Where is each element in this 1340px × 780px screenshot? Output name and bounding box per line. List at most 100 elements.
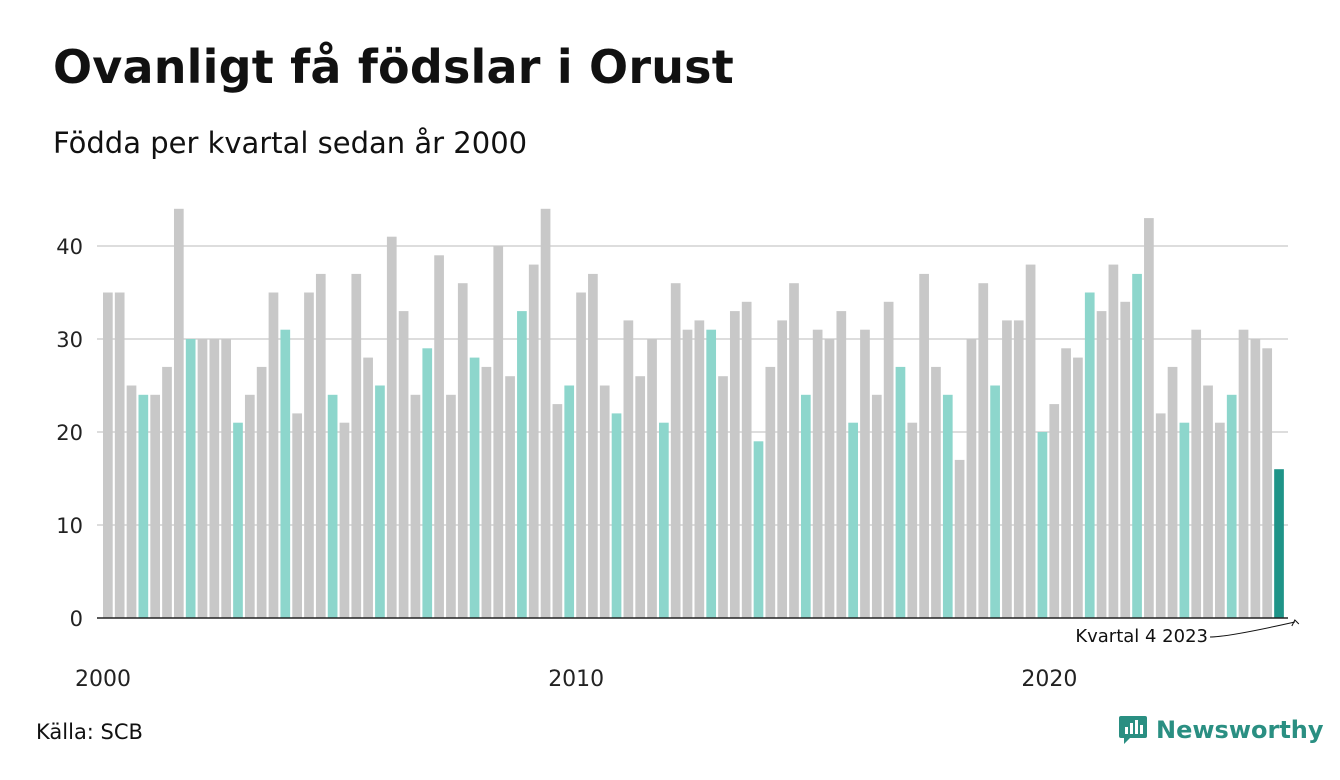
- bar: [907, 422, 918, 618]
- y-tick-label: 0: [70, 607, 83, 631]
- bar: [836, 311, 847, 618]
- bar: [1108, 264, 1119, 618]
- bar: [327, 394, 338, 618]
- bar: [1215, 422, 1225, 618]
- bar: [588, 273, 598, 618]
- bar: [150, 394, 161, 618]
- annotation-arrowhead: [1291, 619, 1300, 627]
- bar: [386, 236, 397, 618]
- bar: [1002, 320, 1012, 618]
- bar: [233, 422, 243, 618]
- bar: [457, 283, 468, 618]
- bar: [576, 292, 586, 618]
- axes: 0 10 20 30 40 2000 2010 2020: [56, 235, 1288, 692]
- x-tick-label: 2000: [75, 667, 131, 692]
- y-tick-label: 20: [56, 421, 83, 445]
- bar: [244, 394, 255, 618]
- bar: [564, 385, 575, 618]
- bar: [126, 385, 137, 618]
- bar: [1250, 339, 1261, 618]
- bar: [221, 339, 231, 618]
- annotation-label: Kvartal 4 2023: [1075, 626, 1208, 647]
- bar: [1262, 348, 1273, 618]
- bar: [446, 394, 456, 618]
- bar: [741, 301, 752, 618]
- bar: [1274, 469, 1284, 618]
- bar: [895, 366, 906, 618]
- bar: [1132, 273, 1142, 618]
- bar: [1037, 432, 1048, 618]
- bar: [528, 264, 539, 618]
- bar-chart: 0 10 20 30 40 2000 2010 2020 Kvartal 4 2023: [56, 208, 1300, 692]
- bar: [729, 311, 740, 618]
- brand-logo: Newsworthy: [1118, 714, 1324, 746]
- bar: [375, 385, 385, 618]
- brand-name: Newsworthy: [1156, 716, 1324, 744]
- bar: [670, 283, 681, 618]
- source-note: Källa: SCB: [36, 720, 143, 744]
- bar: [824, 339, 835, 618]
- bar: [517, 311, 527, 618]
- bar: [1191, 329, 1202, 618]
- bar: [410, 394, 421, 618]
- bar: [1084, 292, 1095, 618]
- bar: [978, 283, 989, 618]
- y-tick-label: 40: [56, 235, 83, 259]
- bar: [1049, 404, 1060, 618]
- bar: [315, 273, 326, 618]
- bar: [942, 394, 953, 618]
- annotation-arrow: [1209, 621, 1295, 638]
- bar: [505, 376, 515, 618]
- bar: [800, 394, 811, 618]
- bar: [197, 339, 208, 618]
- bar: [611, 413, 622, 618]
- bar: [990, 385, 1000, 618]
- bar: [635, 376, 646, 618]
- bar: [114, 292, 125, 618]
- bar: [599, 385, 610, 618]
- bar: [1179, 422, 1190, 618]
- bar: [173, 208, 184, 619]
- bar: [765, 366, 776, 618]
- y-tick-label: 10: [56, 514, 83, 538]
- bar: [812, 329, 823, 618]
- newsworthy-logo-icon: [1119, 716, 1147, 744]
- bar: [292, 413, 302, 618]
- bar: [931, 366, 941, 618]
- bar: [1203, 385, 1213, 618]
- bar: [1013, 320, 1024, 618]
- bar: [860, 329, 870, 618]
- bar: [682, 329, 693, 618]
- bar: [966, 339, 977, 618]
- bar: [871, 394, 882, 618]
- bar: [1120, 301, 1131, 618]
- bar: [789, 283, 799, 618]
- bar: [256, 366, 267, 618]
- bar: [185, 339, 196, 618]
- bar: [540, 208, 551, 619]
- bar: [919, 273, 929, 618]
- x-tick-label: 2010: [548, 667, 604, 692]
- bar: [659, 422, 669, 618]
- bar: [954, 459, 965, 618]
- bar: [103, 292, 113, 618]
- bar: [1061, 348, 1071, 618]
- y-tick-label: 30: [56, 328, 83, 352]
- bar: [647, 339, 657, 618]
- bar: [493, 246, 504, 618]
- bar: [280, 329, 291, 618]
- bar: [1096, 311, 1107, 618]
- bar: [753, 441, 764, 618]
- bar: [1167, 366, 1178, 618]
- bar: [623, 320, 634, 618]
- chart-subtitle: Födda per kvartal sedan år 2000: [53, 126, 528, 160]
- bar: [162, 366, 172, 618]
- bar: [1025, 264, 1036, 618]
- bar: [138, 394, 149, 618]
- bar: [1073, 357, 1083, 618]
- bar: [706, 329, 717, 618]
- bar: [694, 320, 705, 618]
- bar: [434, 255, 444, 619]
- bar: [398, 311, 409, 618]
- bar: [883, 301, 894, 618]
